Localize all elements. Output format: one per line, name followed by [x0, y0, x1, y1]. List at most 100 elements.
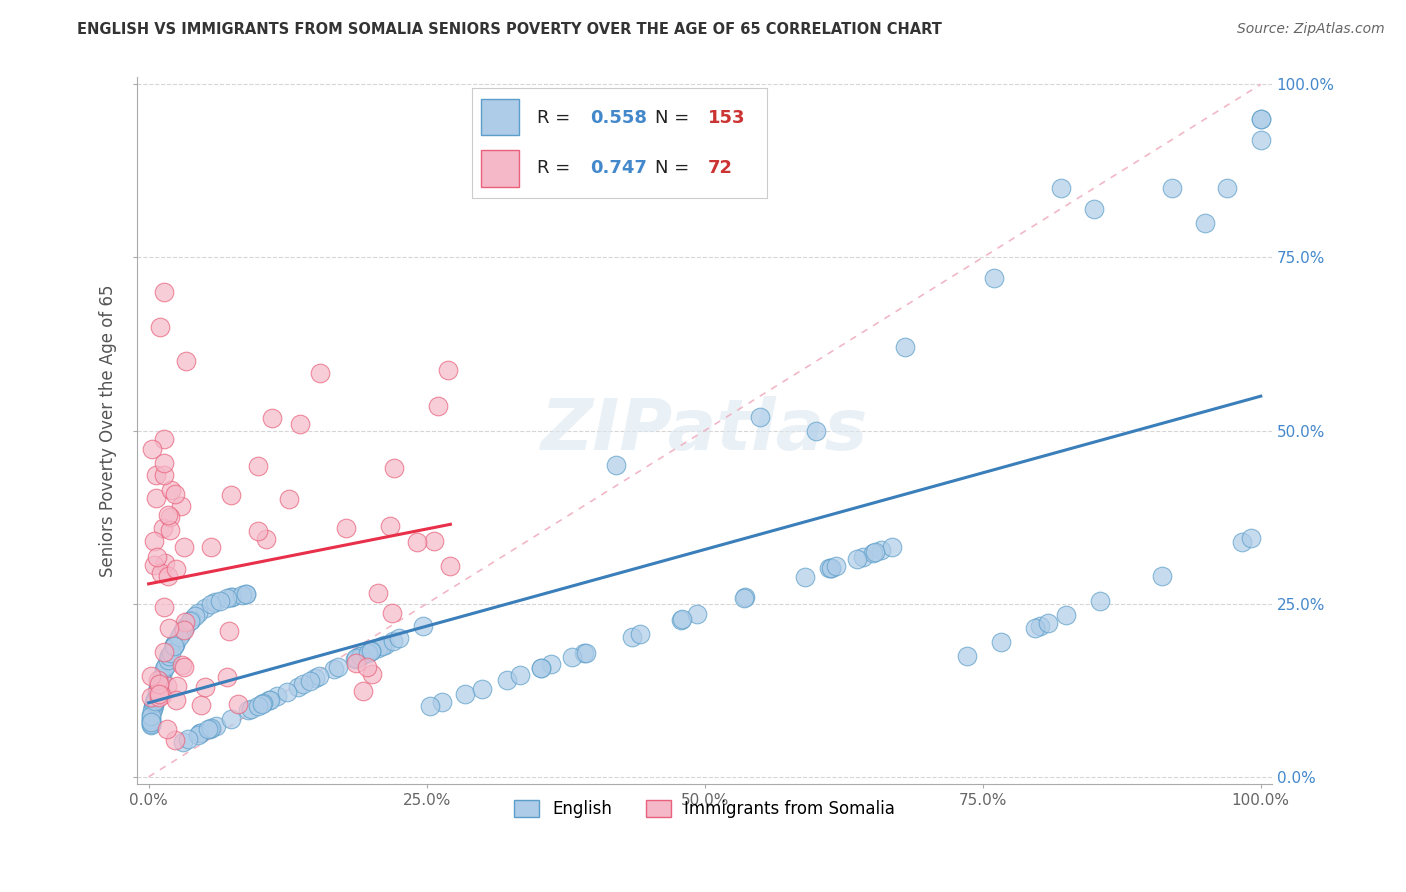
- Point: [153, 432, 176, 446]
- Point: [163, 732, 186, 747]
- Point: [150, 669, 173, 683]
- Point: [157, 650, 180, 665]
- Text: ZIPatlas: ZIPatlas: [541, 396, 869, 465]
- Point: [419, 699, 441, 714]
- Point: [163, 639, 186, 653]
- Point: [146, 684, 169, 698]
- Point: [159, 523, 181, 537]
- Point: [143, 692, 166, 706]
- Point: [163, 638, 186, 652]
- Point: [148, 690, 170, 704]
- Point: [423, 534, 446, 549]
- Point: [142, 699, 165, 714]
- Point: [471, 681, 494, 696]
- Point: [405, 535, 427, 549]
- Point: [150, 566, 173, 580]
- Point: [143, 558, 166, 572]
- Point: [148, 681, 170, 695]
- Point: [218, 624, 240, 639]
- Point: [139, 714, 162, 728]
- Point: [149, 319, 172, 334]
- Point: [200, 722, 222, 736]
- Point: [141, 668, 163, 682]
- Point: [266, 690, 288, 704]
- Point: [148, 679, 170, 693]
- Point: [170, 499, 193, 513]
- Point: [252, 696, 274, 710]
- Point: [621, 630, 644, 644]
- Point: [156, 508, 179, 522]
- Point: [153, 660, 176, 674]
- Point: [540, 657, 562, 672]
- Point: [142, 698, 165, 712]
- Point: [143, 694, 166, 708]
- Point: [139, 690, 162, 704]
- Text: ENGLISH VS IMMIGRANTS FROM SOMALIA SENIORS POVERTY OVER THE AGE OF 65 CORRELATIO: ENGLISH VS IMMIGRANTS FROM SOMALIA SENIO…: [77, 22, 942, 37]
- Point: [360, 644, 382, 658]
- Point: [139, 714, 162, 729]
- Point: [983, 271, 1005, 285]
- Point: [825, 558, 848, 573]
- Point: [153, 661, 176, 675]
- Point: [180, 613, 202, 627]
- Point: [143, 696, 166, 710]
- Point: [239, 702, 262, 716]
- Point: [221, 590, 243, 604]
- Point: [163, 639, 186, 653]
- Point: [139, 718, 162, 732]
- Point: [367, 585, 389, 599]
- Point: [259, 693, 281, 707]
- Point: [669, 613, 692, 627]
- Point: [188, 726, 211, 740]
- Point: [200, 540, 222, 554]
- Point: [157, 649, 180, 664]
- Point: [352, 683, 374, 698]
- Point: [820, 561, 842, 575]
- Point: [1250, 112, 1272, 126]
- Point: [174, 615, 197, 629]
- Point: [288, 417, 311, 431]
- Point: [142, 699, 165, 714]
- Point: [862, 546, 884, 560]
- Point: [208, 593, 231, 607]
- Point: [685, 607, 707, 622]
- Point: [870, 543, 893, 558]
- Point: [381, 606, 404, 620]
- Point: [238, 703, 260, 717]
- Point: [148, 681, 170, 695]
- Point: [530, 661, 553, 675]
- Y-axis label: Seniors Poverty Over the Age of 65: Seniors Poverty Over the Age of 65: [100, 285, 117, 577]
- Point: [156, 653, 179, 667]
- Point: [188, 726, 211, 740]
- Point: [231, 588, 253, 602]
- Point: [235, 587, 257, 601]
- Point: [370, 639, 392, 653]
- Point: [323, 662, 346, 676]
- Point: [165, 693, 187, 707]
- Point: [852, 549, 875, 564]
- Text: Source: ZipAtlas.com: Source: ZipAtlas.com: [1237, 22, 1385, 37]
- Point: [247, 459, 270, 474]
- Point: [141, 442, 163, 456]
- Point: [346, 651, 368, 665]
- Point: [170, 626, 193, 640]
- Point: [165, 561, 187, 575]
- Point: [804, 424, 827, 438]
- Point: [439, 559, 461, 574]
- Point: [148, 673, 170, 687]
- Point: [173, 659, 195, 673]
- Point: [143, 696, 166, 710]
- Point: [167, 630, 190, 644]
- Point: [1054, 608, 1077, 623]
- Point: [1250, 112, 1272, 126]
- Point: [250, 697, 273, 711]
- Point: [145, 468, 167, 483]
- Point: [412, 619, 434, 633]
- Point: [374, 638, 396, 652]
- Point: [454, 687, 477, 701]
- Point: [159, 509, 181, 524]
- Point: [259, 693, 281, 707]
- Point: [304, 671, 326, 685]
- Point: [139, 716, 162, 731]
- Point: [308, 669, 330, 683]
